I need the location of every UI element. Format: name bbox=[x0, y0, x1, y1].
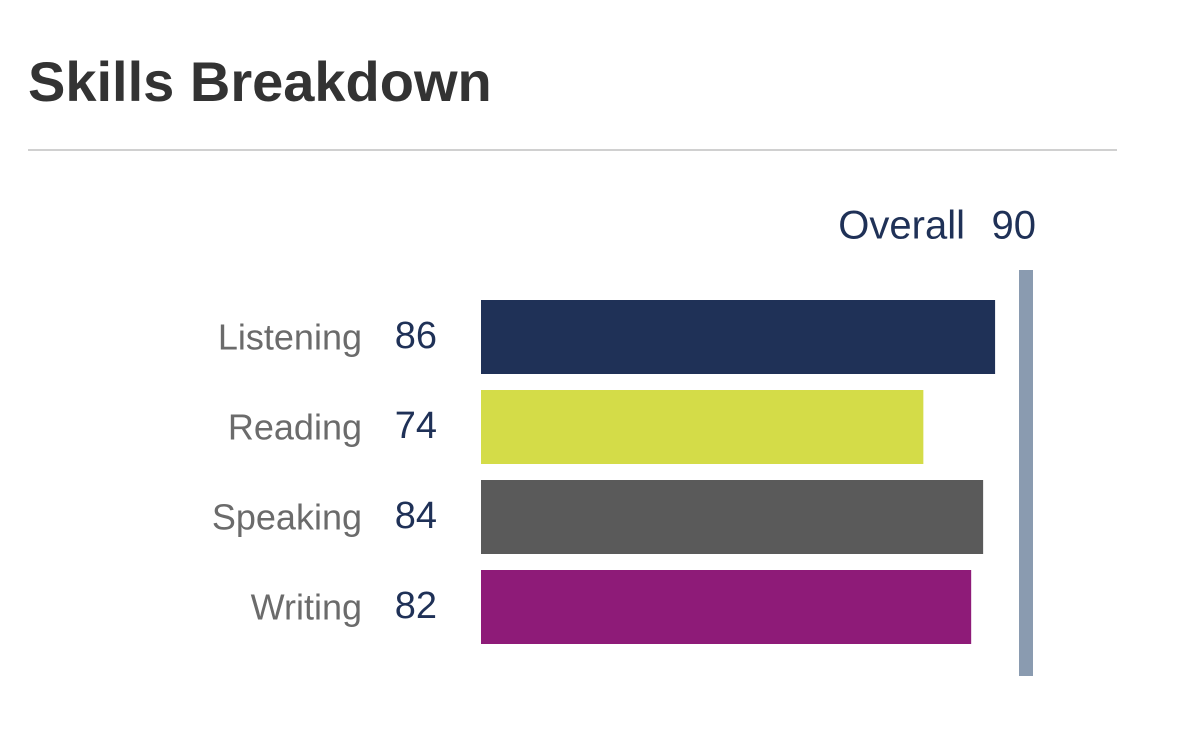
category-label: Writing bbox=[251, 587, 362, 628]
overall-value: 90 bbox=[992, 204, 1037, 248]
category-label: Speaking bbox=[212, 497, 362, 538]
overall-marker bbox=[1019, 270, 1033, 676]
chart-title: Skills Breakdown bbox=[28, 50, 492, 113]
overall-label: Overall bbox=[838, 204, 965, 248]
bar bbox=[481, 390, 924, 464]
bar bbox=[481, 570, 972, 644]
value-label: 84 bbox=[395, 495, 437, 537]
value-label: 86 bbox=[395, 315, 437, 357]
category-label: Reading bbox=[228, 407, 362, 448]
value-label: 74 bbox=[395, 405, 437, 447]
category-label: Listening bbox=[218, 317, 362, 358]
bar bbox=[481, 480, 984, 554]
value-label: 82 bbox=[395, 585, 437, 627]
bar bbox=[481, 300, 996, 374]
